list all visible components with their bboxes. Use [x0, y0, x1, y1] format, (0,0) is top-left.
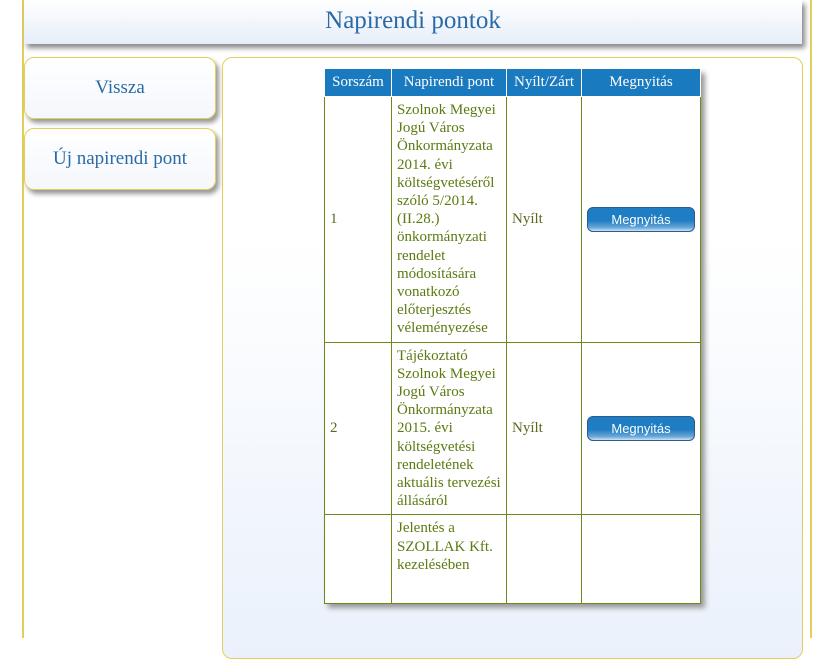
main-panel: Sorszám Napirendi pont Nyílt/Zárt Megnyi… — [222, 57, 803, 659]
row-title: Tájékoztató Szolnok Megyei Jogú Város Ön… — [391, 341, 507, 516]
row-title: Szolnok Megyei Jogú Város Önkormányzata … — [391, 96, 507, 343]
table-row: 1 Szolnok Megyei Jogú Város Önkormányzat… — [324, 96, 701, 343]
row-status: Nyílt — [506, 341, 582, 516]
row-number: 1 — [324, 96, 392, 343]
table-header-row: Sorszám Napirendi pont Nyílt/Zárt Megnyi… — [324, 69, 701, 97]
row-status — [506, 514, 582, 605]
row-action-cell: Megnyitás — [581, 96, 701, 343]
back-button[interactable]: Vissza — [24, 57, 216, 119]
header-agenda-item: Napirendi pont — [391, 69, 507, 97]
open-button[interactable]: Megnyitás — [587, 206, 695, 232]
header-number: Sorszám — [324, 69, 392, 97]
row-status: Nyílt — [506, 96, 582, 343]
new-agenda-item-button[interactable]: Új napirendi pont — [24, 128, 216, 190]
header-open: Megnyitás — [581, 69, 701, 97]
table-row: Jelentés a SZOLLAK Kft. kezelésében — [324, 514, 701, 605]
page-title: Napirendi pontok — [325, 7, 501, 34]
row-number: 2 — [324, 341, 392, 516]
header-open-closed: Nyílt/Zárt — [506, 69, 582, 97]
row-action-cell: Megnyitás — [581, 341, 701, 516]
agenda-table: Sorszám Napirendi pont Nyílt/Zárt Megnyi… — [324, 69, 701, 605]
page-header: Napirendi pontok — [24, 0, 802, 44]
open-button[interactable]: Megnyitás — [587, 416, 695, 442]
row-title: Jelentés a SZOLLAK Kft. kezelésében — [391, 514, 507, 605]
row-number — [324, 514, 392, 605]
page-frame — [22, 0, 812, 638]
table-row: 2 Tájékoztató Szolnok Megyei Jogú Város … — [324, 341, 701, 516]
row-action-cell — [581, 514, 701, 605]
